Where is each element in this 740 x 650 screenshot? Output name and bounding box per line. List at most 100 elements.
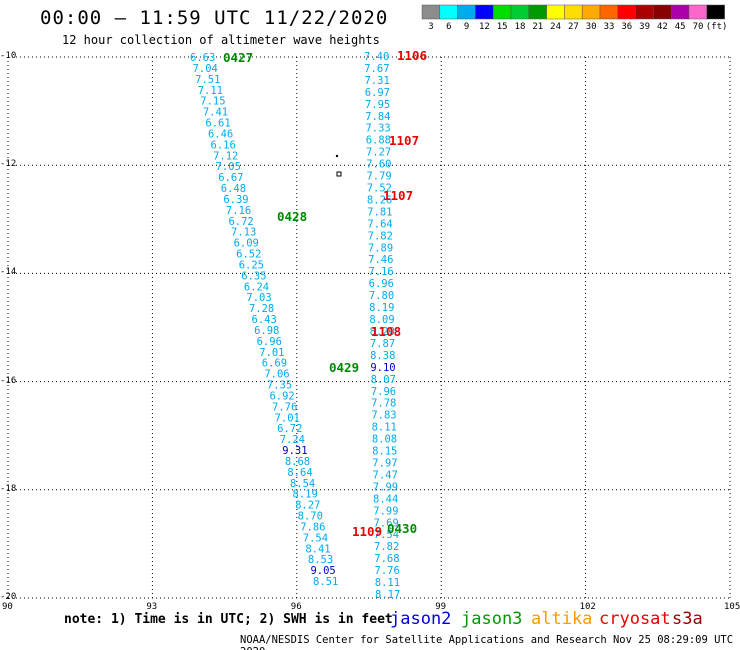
colorbar-label: 33 (603, 22, 615, 32)
satellite-legend-item: altika (531, 609, 593, 629)
track-left-value: 8.68 (285, 456, 310, 468)
colorbar-label: 24 (550, 22, 562, 32)
colorbar-swatch (617, 4, 636, 20)
track-left-value: 6.52 (236, 249, 261, 261)
track-left-value: 8.70 (298, 511, 323, 523)
colorbar-swatch (581, 4, 601, 20)
y-tick-label: -12 (0, 159, 17, 170)
track-right-value: 7.69 (374, 517, 399, 529)
track-left-value: 7.24 (280, 434, 305, 446)
y-tick-label: -14 (0, 267, 17, 278)
track-right-value: 8.26 (367, 194, 392, 206)
track-left-value: 7.12 (213, 150, 238, 162)
track-right-value: 7.54 (374, 529, 399, 541)
y-tick-label: -18 (0, 483, 17, 494)
track-left-value: 6.63 (190, 52, 215, 64)
track-left-value: 6.43 (252, 314, 277, 326)
track-right-value: 7.99 (373, 481, 398, 493)
colorbar-label: 18 (514, 22, 526, 32)
track-right-value: 7.52 (367, 183, 392, 195)
x-tick-label: 90 (2, 602, 13, 612)
track-right-value: 7.40 (364, 51, 389, 63)
track-left-value: 8.53 (308, 554, 333, 566)
colorbar-swatch (546, 4, 565, 20)
track-left-value: 7.11 (198, 85, 223, 97)
track-right-value: 6.97 (365, 87, 390, 99)
track-right-value: 7.76 (375, 565, 400, 577)
colorbar-label: 42 (656, 22, 668, 32)
footer-credit: NOAA/NESDIS Center for Satellite Applica… (240, 634, 734, 650)
satellite-legend-item: jason3 (461, 609, 523, 629)
colorbar-label: (ft) (705, 22, 728, 32)
colorbar-label: 9 (463, 22, 470, 32)
track-left-value: 7.51 (195, 74, 220, 86)
colorbar-swatch (635, 4, 654, 20)
satellite-legend-item: s3a (672, 609, 703, 629)
colorbar-swatch (492, 4, 512, 20)
track-left-value: 6.48 (221, 183, 246, 195)
y-tick-label: -10 (0, 51, 17, 61)
track-right-value: 7.95 (365, 99, 390, 111)
track-left-value: 6.25 (239, 259, 264, 271)
island-mark (336, 171, 342, 177)
track-left-value: 7.04 (193, 63, 218, 75)
track-left-value: 8.64 (287, 467, 312, 479)
track-right-value: 8.11 (372, 422, 397, 434)
colorbar-label: 30 (585, 22, 597, 32)
colorbar-label: 3 (428, 22, 434, 32)
colorbar-label: 39 (639, 22, 651, 32)
track-left-value: 7.54 (303, 532, 328, 544)
track-left-value: 7.15 (200, 96, 225, 108)
track-right-value: 7.82 (368, 230, 393, 242)
page-subtitle: 12 hour collection of altimeter wave hei… (62, 33, 380, 47)
colorbar-swatch (510, 4, 530, 20)
colorbar-label: 45 (674, 22, 686, 32)
track-left-value: 6.69 (262, 358, 287, 370)
track-left-value: 9.05 (310, 565, 335, 577)
y-tick-label: -20 (0, 592, 17, 602)
track-left-value: 7.76 (272, 401, 297, 413)
track-left-value: 7.01 (275, 412, 300, 424)
track-right-value: 7.16 (368, 266, 393, 278)
x-tick-label: 99 (435, 602, 447, 612)
colorbar-swatch (528, 4, 547, 20)
page-title: 00:00 – 11:59 UTC 11/22/2020 (40, 7, 389, 29)
track-right-value: 8.20 (370, 326, 395, 338)
track-right-value: 7.60 (366, 159, 391, 171)
track-left-value: 6.67 (218, 172, 243, 184)
track-left-value: 9.31 (282, 445, 307, 457)
track-left-value: 6.46 (208, 128, 233, 140)
track-left-value: 7.05 (216, 161, 241, 173)
track-left-value: 7.16 (226, 205, 251, 217)
track-left-value: 6.72 (277, 423, 302, 435)
track-left-value: 6.35 (241, 270, 266, 282)
track-right-value: 8.08 (372, 434, 397, 446)
track-right-value: 7.87 (370, 338, 395, 350)
satellite-legend-item: jason2 (390, 609, 452, 629)
colorbar-swatch (421, 4, 441, 20)
track-right-value: 7.67 (364, 63, 389, 75)
satellite-legend-item: cryosat (599, 609, 671, 629)
colorbar-swatch (670, 4, 690, 20)
colorbar-label: 70 (692, 22, 704, 32)
track-right-value: 8.15 (372, 446, 397, 458)
x-tick-label: 105 (724, 602, 740, 612)
time-label: 0430 (387, 521, 417, 536)
track-right-value: 8.38 (370, 350, 395, 362)
track-left-value: 8.27 (295, 500, 320, 512)
island-mark (335, 154, 339, 158)
track-right-value: 8.07 (371, 374, 396, 386)
track-left-value: 7.01 (259, 347, 284, 359)
track-right-value: 8.17 (375, 589, 400, 601)
colorbar-swatch (688, 4, 708, 20)
track-right-value: 7.78 (371, 398, 396, 410)
track-right-value: 7.64 (367, 218, 392, 230)
colorbar-swatch (706, 4, 725, 20)
track-right-value: 7.33 (365, 123, 390, 135)
track-left-value: 6.24 (244, 281, 269, 293)
track-left-value: 6.16 (211, 139, 236, 151)
colorbar-label: 27 (567, 22, 579, 32)
colorbar-label: 15 (496, 22, 508, 32)
time-label: 1107 (383, 188, 413, 203)
